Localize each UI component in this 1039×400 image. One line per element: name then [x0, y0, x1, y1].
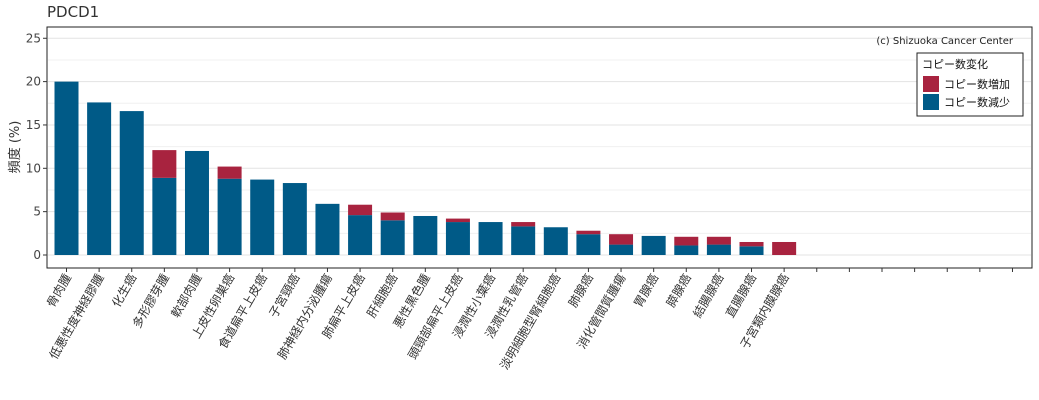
bar-gain — [772, 241, 797, 255]
bar-loss — [706, 244, 731, 255]
x-tick-label: 軟部肉腫 — [168, 271, 205, 320]
plot-panel — [46, 26, 1033, 269]
x-tick-label: 胃腺癌 — [630, 271, 661, 310]
legend-swatch-loss — [923, 94, 939, 110]
bar-gain — [609, 234, 634, 245]
legend: コピー数変化 コピー数増加 コピー数減少 — [916, 52, 1024, 117]
y-tick-label: 5 — [33, 205, 41, 219]
bar-gain — [348, 204, 373, 216]
bar-gain — [152, 150, 177, 178]
bar-loss — [250, 179, 275, 255]
chart-title: PDCD1 — [47, 3, 99, 21]
y-tick-label: 15 — [26, 118, 41, 132]
bar-loss — [119, 111, 144, 255]
legend-title: コピー数変化 — [922, 57, 988, 71]
bar-loss — [315, 203, 340, 255]
bar-loss — [54, 81, 79, 255]
y-tick-label: 20 — [26, 75, 41, 89]
x-tick-label: 結腸腺癌 — [689, 271, 726, 320]
bar-loss — [641, 235, 666, 255]
bar-gain — [380, 212, 405, 221]
y-axis-ticks: 0 5 10 15 20 25 — [26, 31, 47, 262]
legend-swatch-gain — [923, 76, 939, 92]
bar-loss — [217, 178, 242, 255]
x-tick-label: 肺腺癌 — [565, 271, 596, 310]
bar-gain — [576, 230, 601, 235]
copyright-annotation: (c) Shizuoka Cancer Center — [876, 36, 1014, 47]
legend-label-loss: コピー数減少 — [944, 95, 1010, 109]
x-tick-label: 子宮頸癌 — [265, 271, 302, 320]
bar-loss — [380, 220, 405, 255]
x-tick-label: 直腸腺癌 — [722, 271, 759, 320]
bar-loss — [576, 234, 601, 255]
y-tick-label: 25 — [26, 31, 41, 45]
bar-loss — [609, 244, 634, 255]
bar-gain — [511, 222, 536, 227]
y-axis-label: 頻度 (%) — [7, 121, 23, 174]
x-tick-label: 肝細胞癌 — [363, 271, 400, 320]
x-tick-label: 化生癌 — [108, 271, 139, 310]
bar-loss — [739, 246, 764, 255]
y-tick-label: 0 — [33, 248, 41, 262]
bar-gain — [739, 241, 764, 247]
bar-gain — [217, 166, 242, 179]
bar-loss — [152, 177, 177, 255]
x-tick-label: 骨肉腫 — [44, 272, 74, 310]
bars — [54, 81, 797, 255]
x-tick-label: 膵腺癌 — [663, 271, 694, 310]
y-tick-label: 10 — [26, 161, 41, 175]
bar-loss — [282, 183, 307, 255]
bar-loss — [478, 222, 503, 255]
bar-loss — [348, 215, 373, 255]
bar-gain — [445, 218, 470, 223]
bar-loss — [445, 222, 470, 255]
legend-label-gain: コピー数増加 — [944, 78, 1010, 91]
bar-loss — [543, 227, 568, 255]
bar-gain — [706, 236, 731, 245]
bar-loss — [511, 226, 536, 255]
bar-gain — [674, 236, 699, 246]
bar-loss — [184, 150, 209, 255]
x-tick-label: 淡明細胞型腎細胞癌 — [496, 271, 563, 372]
bar-loss — [87, 102, 112, 255]
grid-lines — [48, 37, 1031, 256]
bar-loss — [413, 215, 438, 255]
bar-loss — [674, 245, 699, 255]
